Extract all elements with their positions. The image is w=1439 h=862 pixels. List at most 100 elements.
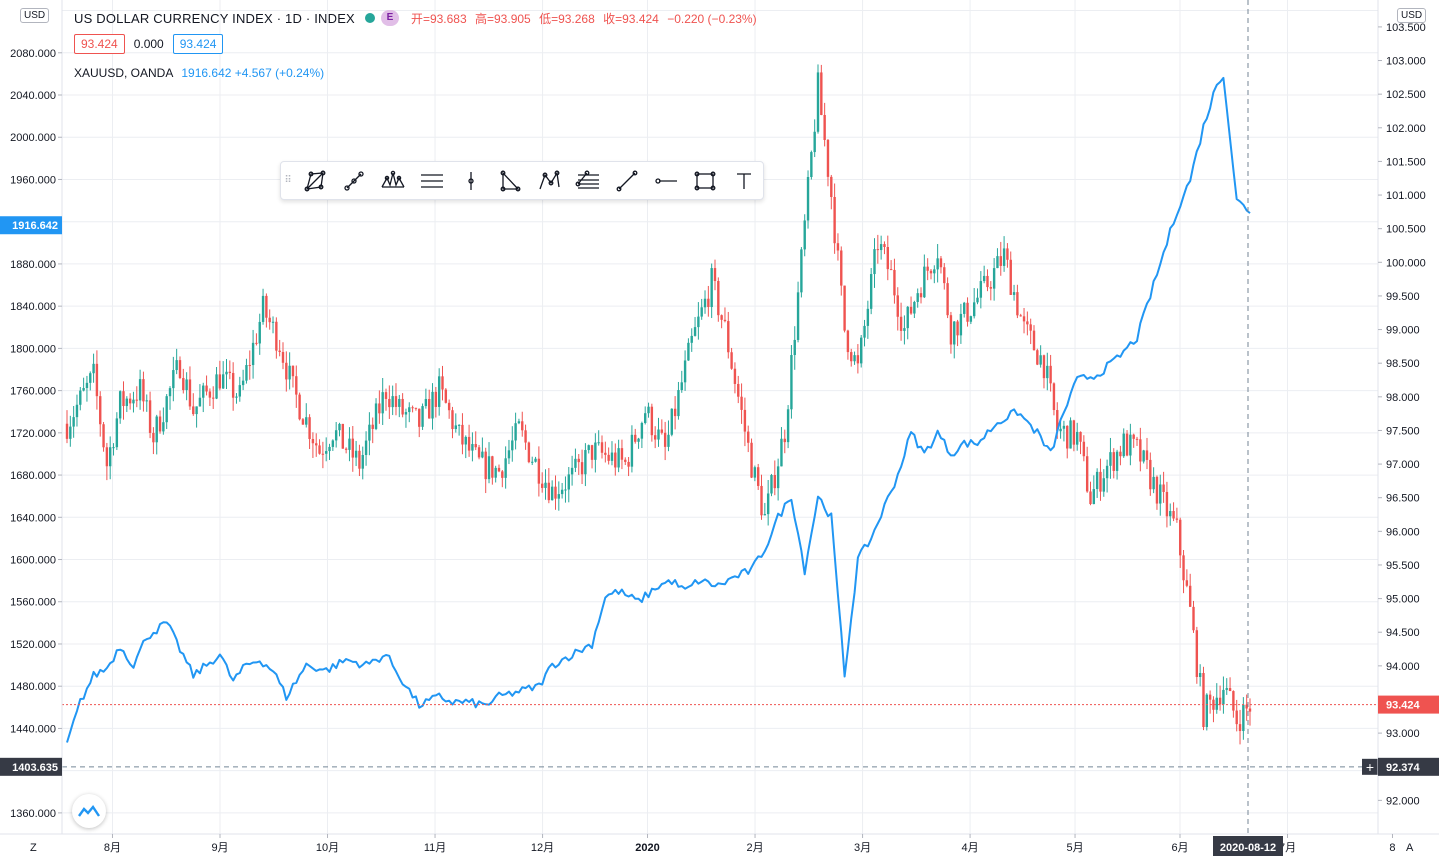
- candle-body: [534, 458, 537, 462]
- candle-body: [976, 297, 979, 303]
- time-axis[interactable]: 8月9月10月11月12月20202月3月4月5月6月7月89月2020-08-…: [0, 833, 1439, 862]
- candle-body: [707, 298, 710, 308]
- right-currency-label[interactable]: USD: [1397, 8, 1427, 23]
- candle-body: [909, 306, 913, 314]
- timezone-toggle[interactable]: Z: [30, 842, 37, 854]
- candle-body: [208, 391, 212, 398]
- candle-body: [644, 413, 647, 423]
- rectangle-icon[interactable]: [685, 162, 724, 199]
- candle-body: [321, 453, 325, 455]
- candle-body: [318, 445, 321, 454]
- candle-body: [564, 489, 567, 491]
- market-status-dot[interactable]: [364, 13, 375, 23]
- candle-body: [663, 432, 667, 447]
- candle-body: [604, 452, 607, 455]
- left-currency-label[interactable]: USD: [20, 8, 50, 23]
- toolbar-grip[interactable]: ⠿: [284, 175, 292, 186]
- candle-body: [866, 308, 870, 326]
- candle-body: [1172, 511, 1175, 519]
- candle-body: [424, 398, 428, 407]
- candle-body: [1169, 511, 1172, 517]
- fib-fan-icon[interactable]: [568, 162, 607, 199]
- candle-body: [408, 407, 411, 413]
- candle-body: [1225, 688, 1228, 690]
- right-tick-label: 94.000: [1386, 661, 1420, 673]
- ask-value-box[interactable]: 93.424: [172, 34, 224, 54]
- candle-body: [547, 482, 551, 501]
- candle-body: [986, 275, 989, 288]
- candle-body: [1125, 433, 1129, 456]
- candle-body: [780, 438, 783, 467]
- right-tick-label: 98.500: [1386, 358, 1420, 370]
- candle-body: [1112, 452, 1115, 471]
- candle-body: [255, 342, 258, 344]
- candle-body: [610, 452, 614, 461]
- candle-body: [753, 467, 757, 478]
- candle-body: [358, 450, 361, 469]
- ray-line-icon[interactable]: [607, 162, 646, 199]
- candle-body: [1152, 476, 1155, 490]
- crosshair-left-tag: [0, 757, 62, 776]
- left-tick-label: 1520.000: [10, 639, 56, 651]
- left-price-axis[interactable]: 2080.0002040.0002000.0001960.0001920.000…: [0, 0, 63, 834]
- candle-body: [311, 439, 315, 444]
- candle-body: [683, 360, 687, 383]
- trend-line-icon[interactable]: [334, 162, 373, 199]
- candle-body: [1002, 248, 1006, 266]
- candle-body: [677, 390, 680, 417]
- crosshair-date-label: 2020-08-12: [1220, 842, 1276, 854]
- candle-body: [939, 258, 943, 268]
- head-shoulders-icon[interactable]: [373, 162, 412, 199]
- pattern-xabcd-icon[interactable]: [295, 162, 334, 199]
- candle-body: [82, 388, 85, 391]
- tradingview-logo[interactable]: [72, 794, 106, 828]
- chart-legend-header: US DOLLAR CURRENCY INDEX · 1D · INDEX E …: [74, 8, 762, 28]
- candle-body: [477, 447, 481, 458]
- triangle-pattern-icon[interactable]: [490, 162, 529, 199]
- candle-body: [122, 391, 125, 407]
- compare-symbol-legend[interactable]: XAUUSD, OANDA 1916.642 +4.567 (+0.24%): [74, 66, 324, 80]
- candle-body: [637, 438, 640, 442]
- candle-body: [75, 404, 79, 418]
- candle-body: [428, 398, 431, 419]
- candle-body: [667, 434, 670, 447]
- symbol-title[interactable]: US DOLLAR CURRENCY INDEX · 1D · INDEX: [74, 10, 355, 26]
- candle-body: [554, 486, 557, 499]
- bid-value-box[interactable]: 93.424: [74, 34, 125, 54]
- candle-body: [125, 398, 129, 407]
- candle-body: [1046, 365, 1049, 379]
- open-value: 开=93.683: [410, 11, 467, 26]
- candle-body: [584, 450, 587, 475]
- candle-body: [444, 389, 448, 403]
- candle-body: [1232, 691, 1235, 711]
- horizontal-ray-icon[interactable]: [646, 162, 685, 199]
- abcd-pattern-icon[interactable]: [529, 162, 568, 199]
- candle-body: [1042, 355, 1046, 379]
- candle-body: [374, 403, 378, 429]
- candle-body: [1238, 724, 1242, 732]
- candle-body: [793, 339, 796, 356]
- text-tool-icon[interactable]: [724, 162, 763, 199]
- candle-body: [1149, 459, 1152, 490]
- right-price-axis[interactable]: 103.500 103.000 102.500 102.000 101.500 101.0…: [1377, 0, 1439, 834]
- parallel-channel-icon[interactable]: [412, 162, 451, 199]
- earnings-badge[interactable]: E: [380, 10, 399, 26]
- candle-body: [514, 423, 517, 441]
- candle-body: [1056, 410, 1059, 432]
- candle-body: [268, 317, 271, 323]
- candle-body: [291, 365, 295, 377]
- candle-body: [790, 355, 793, 410]
- vertical-line-icon[interactable]: [451, 162, 490, 199]
- candle-body: [1102, 478, 1105, 492]
- candle-body: [763, 514, 767, 516]
- candle-body: [517, 421, 521, 424]
- candle-body: [860, 337, 863, 364]
- candle-body: [813, 131, 816, 153]
- candle-body: [913, 301, 916, 314]
- candle-body: [152, 432, 155, 443]
- auto-scale-toggle[interactable]: A: [1406, 842, 1414, 854]
- candle-body: [228, 371, 232, 373]
- candle-body: [630, 434, 634, 467]
- candle-body: [454, 425, 457, 430]
